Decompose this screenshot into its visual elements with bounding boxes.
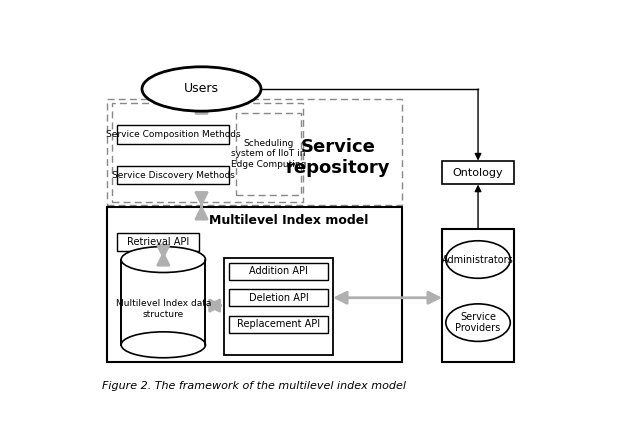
Bar bbox=[121, 260, 205, 345]
Bar bbox=[229, 289, 328, 306]
Bar bbox=[117, 125, 229, 144]
Bar bbox=[442, 161, 514, 184]
Text: Deletion API: Deletion API bbox=[248, 293, 308, 303]
Text: Service Composition Methods: Service Composition Methods bbox=[106, 130, 240, 139]
Bar bbox=[108, 99, 403, 205]
Ellipse shape bbox=[142, 67, 261, 111]
Ellipse shape bbox=[121, 332, 205, 358]
Text: Service Discovery Methods: Service Discovery Methods bbox=[111, 171, 234, 179]
Ellipse shape bbox=[121, 247, 205, 272]
Ellipse shape bbox=[446, 241, 510, 278]
Bar bbox=[117, 166, 229, 184]
Text: Replacement API: Replacement API bbox=[237, 319, 320, 329]
Bar bbox=[224, 258, 333, 355]
Text: Figure 2. The framework of the multilevel index model: Figure 2. The framework of the multileve… bbox=[102, 381, 406, 391]
Text: Multilevel Index data
structure: Multilevel Index data structure bbox=[116, 299, 211, 319]
Ellipse shape bbox=[446, 304, 510, 342]
Text: Users: Users bbox=[184, 82, 219, 96]
Bar bbox=[117, 233, 199, 251]
Text: Multilevel Index model: Multilevel Index model bbox=[209, 214, 368, 227]
Text: Ontology: Ontology bbox=[452, 167, 503, 178]
Bar bbox=[236, 113, 301, 195]
Text: Retrieval API: Retrieval API bbox=[127, 237, 189, 247]
Bar bbox=[442, 229, 514, 362]
Text: Service
Providers: Service Providers bbox=[456, 312, 500, 334]
Text: Administrators: Administrators bbox=[442, 255, 514, 264]
Text: Addition API: Addition API bbox=[249, 267, 308, 276]
Text: Service
repository: Service repository bbox=[285, 138, 390, 177]
Bar bbox=[229, 263, 328, 280]
Bar bbox=[112, 103, 303, 202]
Text: Scheduling
system of IIoT in
Edge Computing: Scheduling system of IIoT in Edge Comput… bbox=[231, 139, 306, 169]
Bar bbox=[229, 316, 328, 333]
Bar bbox=[108, 206, 403, 362]
